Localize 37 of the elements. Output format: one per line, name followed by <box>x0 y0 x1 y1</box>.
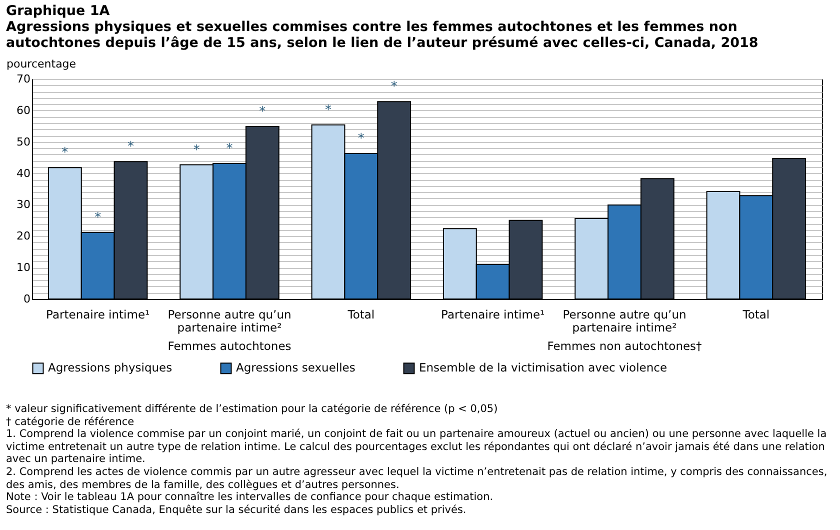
data-label: * <box>94 210 102 226</box>
x-tick-label: Total <box>742 308 770 322</box>
text: † catégorie de référence <box>6 416 136 428</box>
text: Note : Voir le tableau 1A pour connaître les intervalles de confiance pour chaque estimation. <box>6 491 494 504</box>
text: 1. Comprend la violence commise par un conjoint marié, un conjoint de fait ou un partenaire amoureux (actuel ou ancien) ou une personne avec laquelle la victime entretenait un autre type de relation intime. Le calcul des pourcentages exclut les répondantes qui ont déclaré n’avoir jamais été dans une relation avec un partenaire intime. <box>6 428 828 466</box>
data-label: * <box>358 131 365 146</box>
data-label: * <box>62 146 69 161</box>
text: Femmes autochtones <box>168 339 292 353</box>
source-note: Source : Statistique Canada, Enquête sur la sécurité dans les espaces publics et privés. <box>6 504 468 516</box>
y-tick-label: 0 <box>24 292 30 306</box>
legend-label: Ensemble de la victimisation avec violence <box>419 360 668 374</box>
x-tick-label: Total <box>346 308 375 322</box>
text: 2. Comprend les actes de violence commis par un autre agresseur avec lequel la victime n’entretenait pas de relation intime, y compris des connaissances, des amis, des membres de la famille, des collègues et d’autres personnes. <box>6 466 828 492</box>
data-label: * <box>128 140 134 155</box>
y-tick-label: 10 <box>16 261 30 274</box>
data-label: * <box>226 142 234 157</box>
text: Femmes non autochtones† <box>547 339 702 353</box>
chart-subtitle: Agressions physiques et sexuelles commises contre les femmes autochtones et les femmes non autochtones depuis l’âge de 15 ans, selon le lien de l’auteur présumé avec celles-ci, Canada, 2018 <box>6 19 760 51</box>
y-tick-label: 30 <box>16 198 30 212</box>
text: * valeur significativement différente de l’estimation pour la catégorie de référence (p < 0,05) <box>6 403 499 416</box>
x-tick-label: Personne autre qu’un partenaire intime² <box>562 308 686 334</box>
data-label: * <box>259 104 266 120</box>
x-tick-label: Partenaire intime¹ <box>46 308 150 322</box>
x-tick-label: Personne autre qu’un partenaire intime² <box>168 308 292 334</box>
y-tick-label: 20 <box>16 230 30 243</box>
y-axis-title: pourcentage <box>6 58 76 70</box>
data-label: * <box>325 102 332 118</box>
data-label: * <box>193 142 200 158</box>
y-tick-label: 50 <box>16 135 30 148</box>
data-label: * <box>390 80 398 95</box>
x-tick-label: Partenaire intime¹ <box>441 308 545 322</box>
y-tick-label: 60 <box>16 104 30 117</box>
y-tick-label: 40 <box>16 166 30 180</box>
legend-label: Agressions physiques <box>48 360 172 374</box>
chart-title: Graphique 1A <box>6 3 111 19</box>
y-tick-label: 70 <box>16 72 30 86</box>
legend-label: Agressions sexuelles <box>236 360 356 374</box>
